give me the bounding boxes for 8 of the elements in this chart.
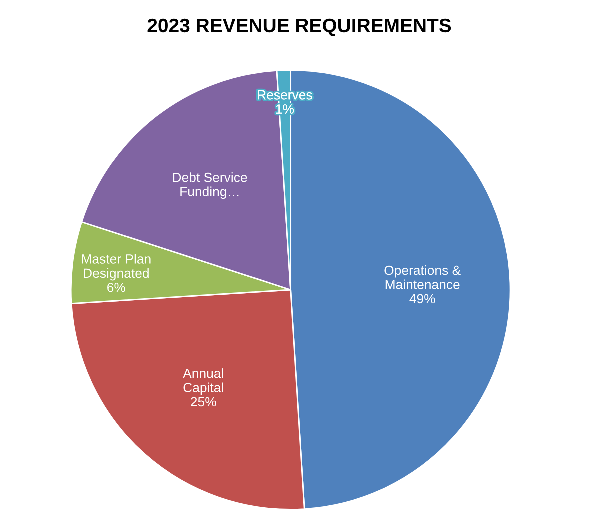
slice-label: Master Plan Designated bbox=[82, 254, 151, 281]
data-label: 49% bbox=[410, 294, 436, 304]
chart-title: 2023 REVENUE REQUIREMENTS bbox=[148, 18, 452, 36]
slice-label: Operations & Maintenance bbox=[384, 266, 461, 290]
slice-label: Debt Service Funding… bbox=[173, 172, 248, 200]
slice-label: Annual Capital bbox=[183, 368, 224, 396]
data-label: 6% bbox=[108, 282, 126, 292]
data-label: 25% bbox=[191, 397, 216, 407]
